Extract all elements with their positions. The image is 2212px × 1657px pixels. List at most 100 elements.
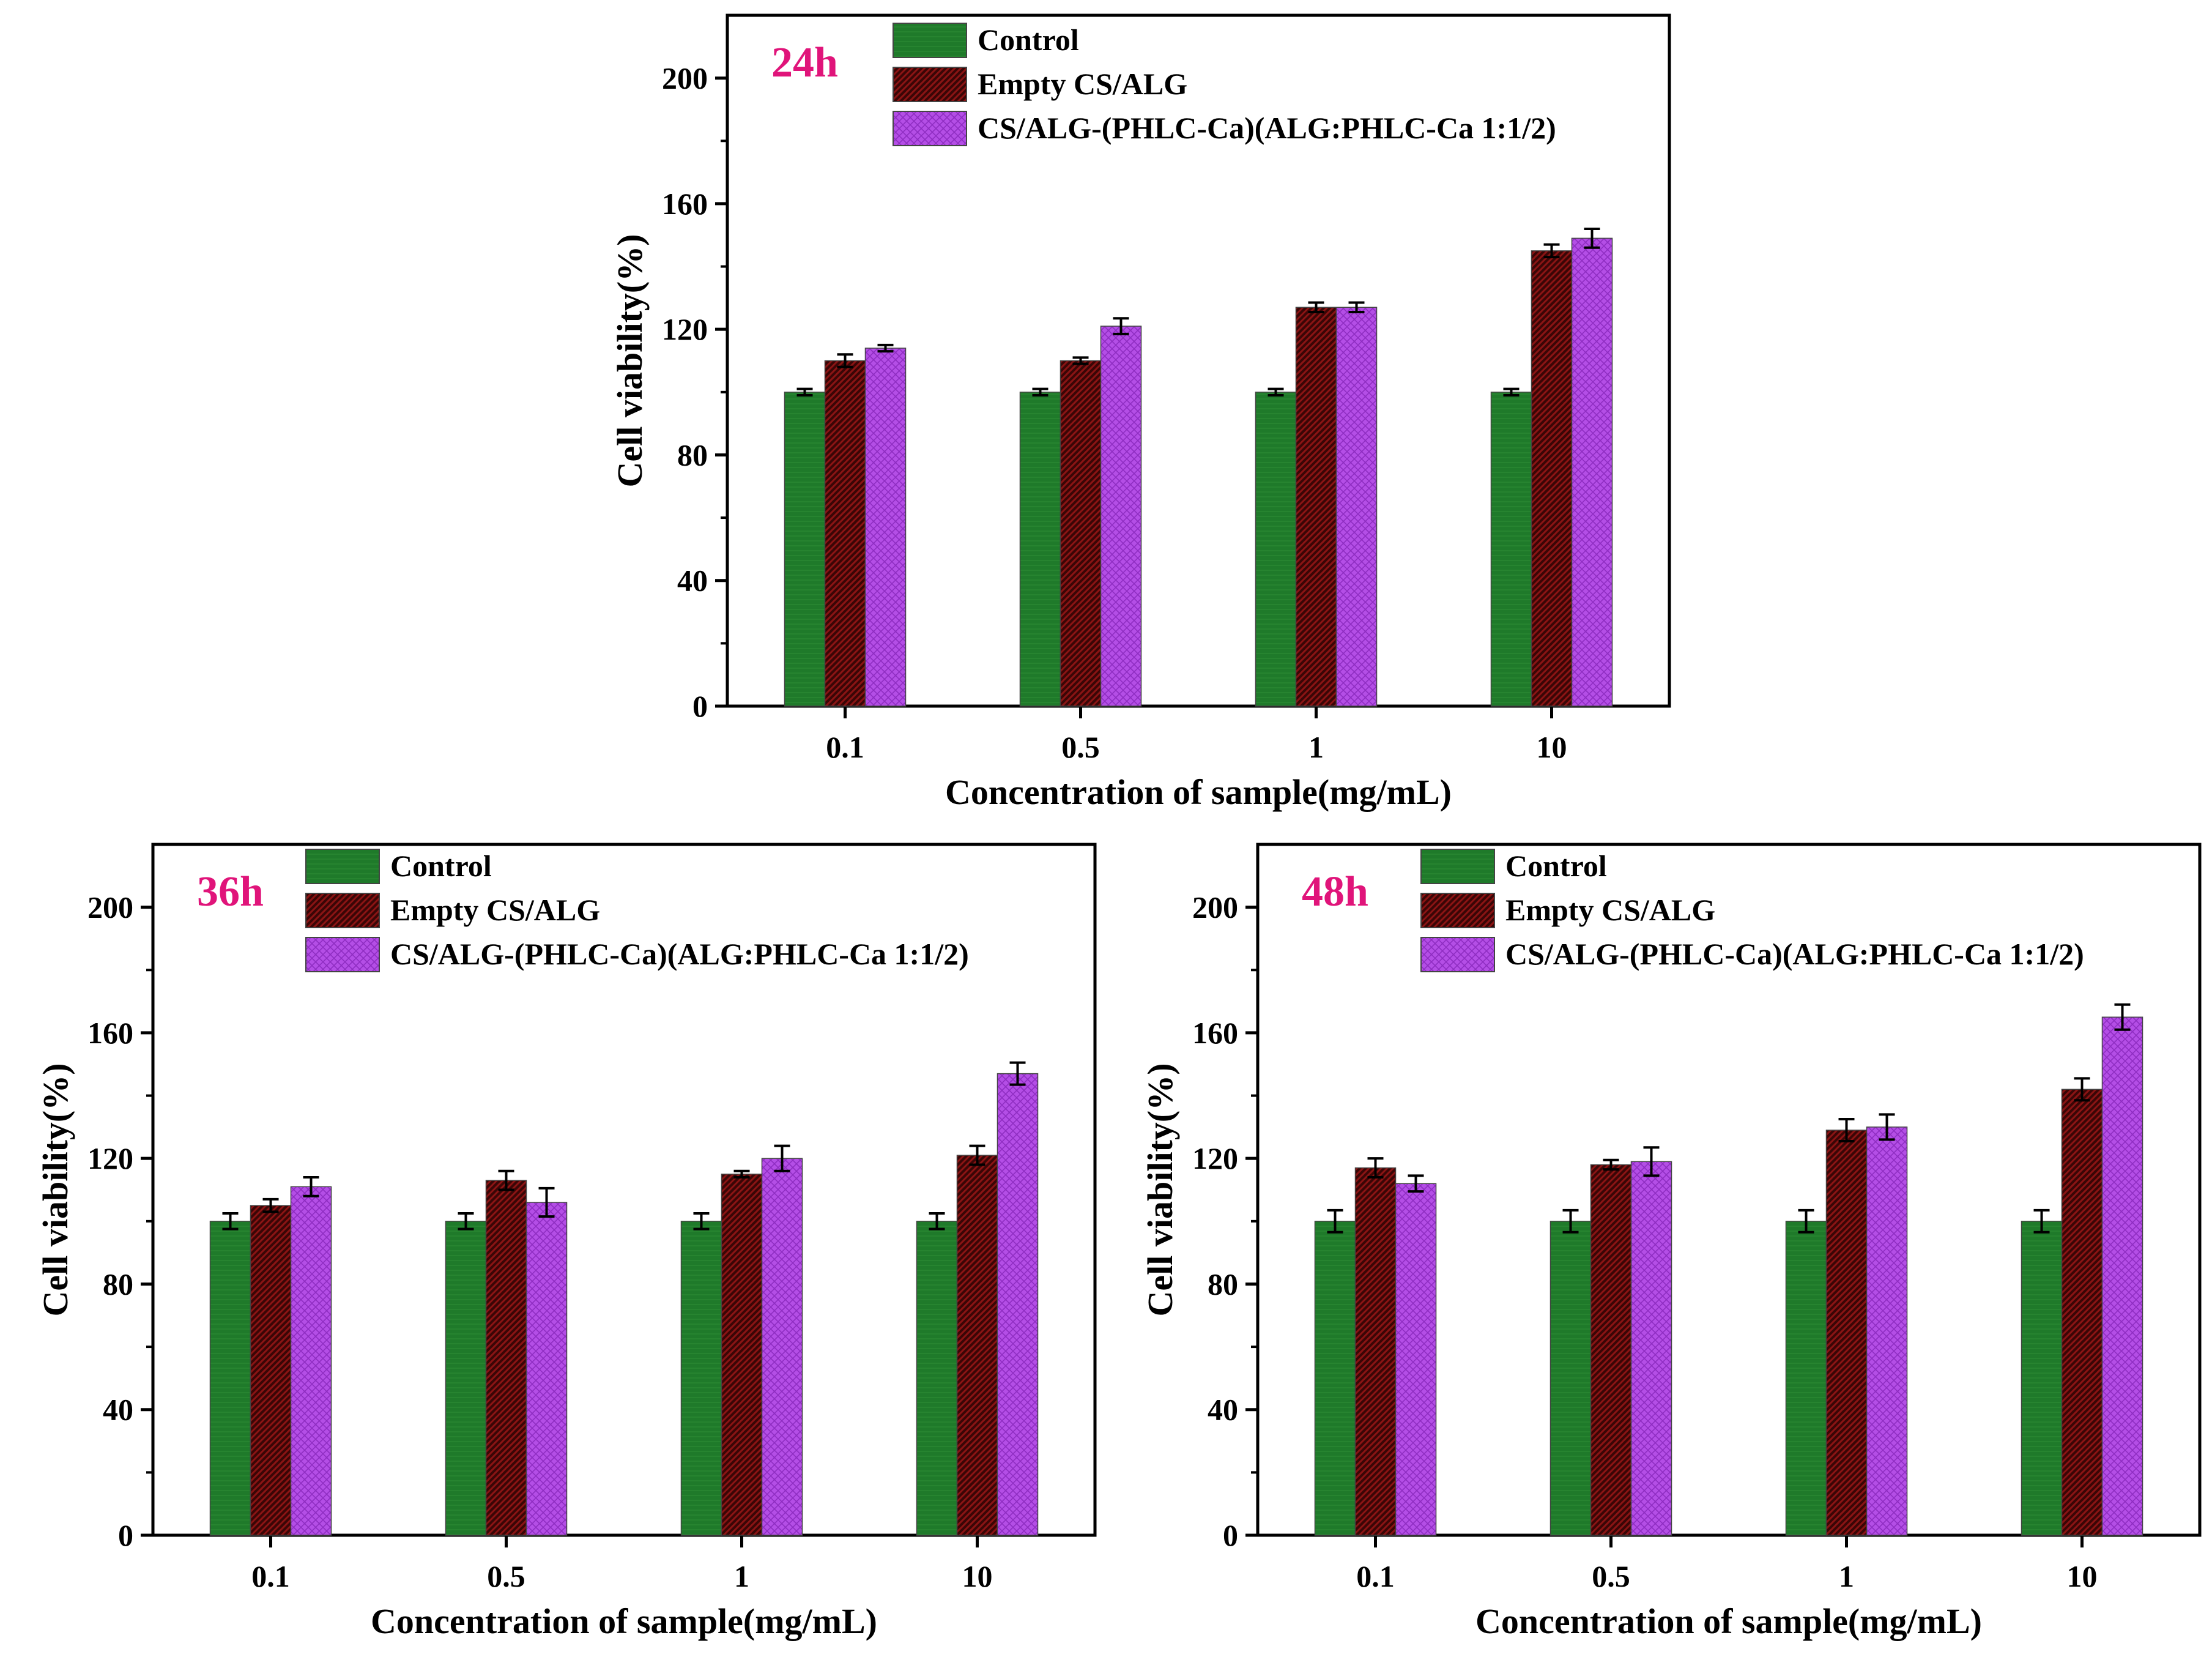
y-tick-label: 40: [677, 564, 708, 598]
bar-loaded-10: [997, 1073, 1039, 1536]
legend-swatch-control: [893, 23, 967, 58]
y-tick-label: 160: [662, 187, 708, 221]
x-tick-label: 1: [1839, 1559, 1854, 1593]
legend-swatch-empty: [893, 67, 967, 102]
bar-control-1: [1785, 1221, 1827, 1536]
bar-control-0.5: [1019, 392, 1061, 707]
legend-swatch-empty: [305, 893, 380, 928]
y-axis-title: Cell viability(%): [1140, 1063, 1180, 1316]
bar-loaded-1: [761, 1158, 803, 1536]
x-tick-label: 1: [734, 1559, 749, 1593]
y-tick-label: 40: [103, 1393, 133, 1427]
bar-control-0.1: [1314, 1221, 1356, 1536]
y-tick-label: 0: [692, 689, 708, 723]
x-tick-label: 0.1: [1356, 1559, 1395, 1593]
y-tick-label: 80: [1208, 1267, 1238, 1301]
bar-control-1: [680, 1221, 722, 1536]
legend-label-empty: Empty CS/ALG: [978, 67, 1187, 101]
panel-time-label: 24h: [771, 39, 838, 86]
bar-empty-1: [1825, 1130, 1868, 1536]
bar-control-0.5: [1550, 1221, 1592, 1536]
y-tick-label: 160: [1192, 1016, 1238, 1050]
x-tick-label: 10: [1537, 730, 1567, 764]
y-tick-label: 120: [662, 312, 708, 346]
x-tick-label: 0.1: [251, 1559, 290, 1593]
bar-empty-0.5: [485, 1180, 527, 1536]
bar-empty-0.1: [824, 360, 866, 707]
x-axis-title: Concentration of sample(mg/mL): [1475, 1601, 1982, 1641]
bar-empty-0.5: [1060, 360, 1102, 707]
bar-loaded-0.1: [290, 1186, 332, 1536]
bar-control-10: [916, 1221, 958, 1536]
plot-frame: [151, 843, 1097, 1537]
x-axis-title: Concentration of sample(mg/mL): [945, 772, 1452, 812]
x-tick-label: 0.1: [826, 730, 864, 764]
legend-label-control: Control: [390, 849, 492, 883]
legend-label-loaded: CS/ALG-(PHLC-Ca)(ALG:PHLC-Ca 1:1/2): [1505, 937, 2084, 971]
y-tick-label: 200: [1192, 890, 1238, 925]
x-tick-label: 10: [2067, 1559, 2098, 1593]
bar-loaded-0.1: [1395, 1183, 1437, 1536]
bar-control-0.1: [784, 392, 826, 707]
legend-label-loaded: CS/ALG-(PHLC-Ca)(ALG:PHLC-Ca 1:1/2): [390, 937, 969, 971]
legend-swatch-control: [305, 849, 380, 884]
bar-empty-0.5: [1590, 1164, 1632, 1536]
bar-empty-0.1: [250, 1205, 292, 1536]
bar-control-1: [1255, 392, 1297, 707]
bar-control-0.1: [209, 1221, 251, 1536]
legend-label-control: Control: [1505, 849, 1607, 883]
panel-time-label: 36h: [197, 868, 264, 915]
x-axis-title: Concentration of sample(mg/mL): [371, 1601, 877, 1641]
bar-empty-1: [721, 1174, 763, 1536]
bar-loaded-0.5: [1630, 1161, 1672, 1536]
y-tick-label: 120: [87, 1141, 133, 1175]
bar-empty-1: [1295, 307, 1337, 707]
legend-swatch-empty: [1420, 893, 1495, 928]
bar-empty-0.1: [1354, 1167, 1397, 1536]
plot-frame: [1256, 843, 2202, 1537]
legend-label-loaded: CS/ALG-(PHLC-Ca)(ALG:PHLC-Ca 1:1/2): [978, 111, 1556, 145]
plot-frame: [726, 13, 1671, 708]
legend-swatch-loaded: [1420, 937, 1495, 972]
x-tick-label: 0.5: [1592, 1559, 1630, 1593]
y-tick-label: 40: [1208, 1393, 1238, 1427]
y-tick-label: 0: [118, 1518, 133, 1552]
y-tick-label: 80: [103, 1267, 133, 1301]
y-axis-title: Cell viability(%): [610, 234, 650, 487]
legend-swatch-loaded: [305, 937, 380, 972]
bar-empty-10: [1531, 250, 1573, 707]
legend-label-empty: Empty CS/ALG: [1505, 893, 1715, 927]
legend-label-empty: Empty CS/ALG: [390, 893, 600, 927]
bar-loaded-1: [1335, 307, 1378, 707]
x-tick-label: 1: [1308, 730, 1324, 764]
bar-empty-10: [2061, 1089, 2103, 1536]
bar-loaded-0.5: [1100, 326, 1142, 707]
y-tick-label: 120: [1192, 1141, 1238, 1175]
bar-loaded-0.5: [525, 1202, 568, 1536]
bar-loaded-1: [1866, 1126, 1908, 1536]
legend-label-control: Control: [978, 23, 1079, 57]
legend-swatch-loaded: [893, 111, 967, 146]
bar-control-10: [1490, 392, 1532, 707]
x-tick-label: 0.5: [1061, 730, 1100, 764]
bar-loaded-10: [2101, 1016, 2143, 1536]
y-tick-label: 200: [87, 890, 133, 925]
chart-panel-36h: 0 40 80 120 160 200 0.1 0.5 1 10 Concentration of …: [35, 843, 1097, 1641]
chart-panel-24h: 0 40 80 120 160 200 0.1 0.5 1 10 Concentration of …: [610, 13, 1671, 812]
y-tick-label: 160: [87, 1016, 133, 1050]
bar-control-0.5: [445, 1221, 487, 1536]
chart-panel-48h: 0 40 80 120 160 200 0.1 0.5 1 10 Concentration of …: [1140, 843, 2202, 1641]
panel-time-label: 48h: [1302, 868, 1368, 915]
bar-control-10: [2021, 1221, 2063, 1536]
x-tick-label: 10: [962, 1559, 993, 1593]
legend-swatch-control: [1420, 849, 1495, 884]
bar-loaded-0.1: [864, 348, 907, 707]
x-tick-label: 0.5: [487, 1559, 525, 1593]
bar-empty-10: [956, 1155, 998, 1536]
y-tick-label: 80: [677, 438, 708, 472]
bar-loaded-10: [1571, 237, 1613, 707]
y-tick-label: 200: [662, 61, 708, 95]
y-tick-label: 0: [1223, 1518, 1238, 1552]
